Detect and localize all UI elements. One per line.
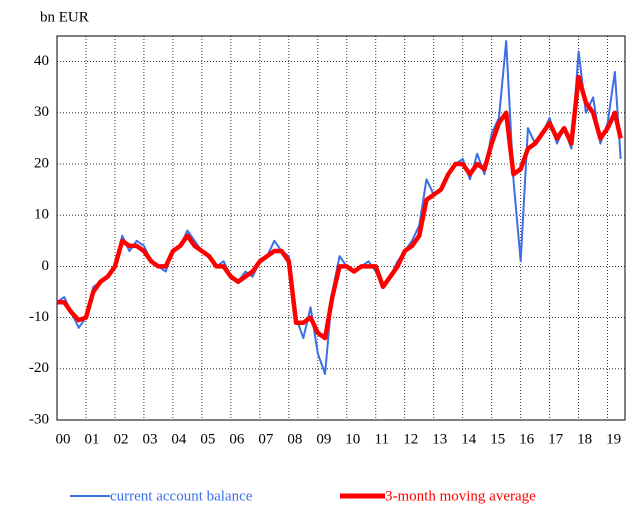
x-tick-label: 10 bbox=[345, 431, 360, 447]
y-tick-label: -20 bbox=[29, 360, 49, 376]
x-tick-label: 19 bbox=[606, 431, 621, 447]
x-tick-label: 16 bbox=[519, 431, 535, 447]
y-tick-label: 10 bbox=[34, 207, 49, 223]
x-tick-label: 02 bbox=[113, 431, 128, 447]
y-tick-label: 0 bbox=[42, 258, 50, 274]
x-tick-label: 06 bbox=[229, 431, 245, 447]
series-line bbox=[57, 74, 623, 341]
x-tick-label: 09 bbox=[316, 431, 331, 447]
y-tick-label: 40 bbox=[34, 53, 49, 69]
x-tick-label: 15 bbox=[490, 431, 505, 447]
y-tick-label: -30 bbox=[29, 411, 49, 427]
x-tick-label: 11 bbox=[375, 431, 389, 447]
x-tick-label: 03 bbox=[142, 431, 157, 447]
x-tick-label: 00 bbox=[56, 431, 71, 447]
y-tick-label: 30 bbox=[34, 104, 49, 120]
plot-frame bbox=[56, 35, 626, 421]
x-tick-label: 18 bbox=[577, 431, 592, 447]
x-tick-label: 01 bbox=[84, 431, 99, 447]
y-axis-label: bn EUR bbox=[40, 9, 89, 25]
series-line bbox=[56, 40, 622, 375]
x-tick-label: 08 bbox=[287, 431, 302, 447]
y-tick-label: 20 bbox=[34, 155, 49, 171]
x-tick-label: 05 bbox=[200, 431, 215, 447]
legend-label: 3-month moving average bbox=[385, 488, 536, 504]
x-tick-label: 13 bbox=[432, 431, 447, 447]
legend-label: current account balance bbox=[110, 488, 253, 504]
x-tick-label: 12 bbox=[403, 431, 418, 447]
x-tick-label: 07 bbox=[258, 431, 274, 447]
x-tick-label: 04 bbox=[171, 431, 187, 447]
x-tick-label: 14 bbox=[461, 431, 477, 447]
y-tick-label: -10 bbox=[29, 309, 49, 325]
x-tick-label: 17 bbox=[548, 431, 564, 447]
